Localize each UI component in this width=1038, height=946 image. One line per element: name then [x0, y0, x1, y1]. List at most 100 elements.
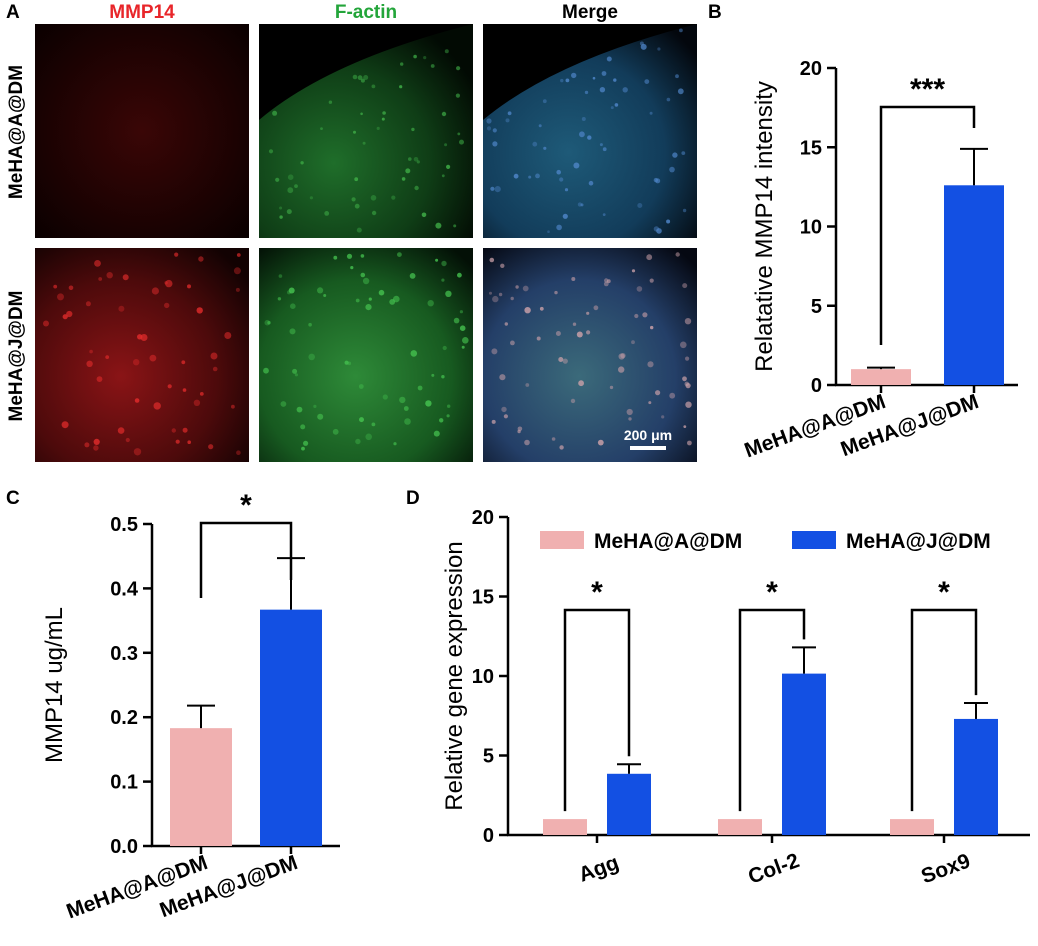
significance-bracket — [910, 608, 978, 812]
cell-dot — [490, 186, 495, 191]
cell-dot — [618, 353, 625, 360]
cell-dot — [333, 255, 338, 260]
cell-dot — [666, 219, 671, 224]
cell-dot — [360, 112, 363, 116]
cell-dot — [122, 274, 129, 281]
cell-dot — [187, 440, 191, 445]
cell-dot — [446, 164, 451, 169]
cell-dot — [554, 290, 558, 295]
y-axis-title: Relative gene expression — [441, 541, 468, 811]
cell-dot — [404, 418, 411, 425]
panel-a: A MMP14 F-actin Merge MeHA@A@DM MeHA@J@D… — [6, 2, 697, 462]
cell-dot — [376, 126, 380, 130]
cell-dot — [618, 366, 625, 373]
cell-dot — [313, 404, 317, 408]
cell-dot — [134, 398, 140, 403]
cell-dot — [403, 406, 409, 411]
cell-dot — [409, 273, 416, 279]
cell-dot — [164, 302, 170, 309]
bar — [954, 718, 998, 835]
significance-label: * — [766, 576, 778, 609]
cell-dot — [317, 413, 324, 420]
cell-dot — [649, 278, 654, 283]
y-tick-label: 0 — [811, 375, 822, 397]
cell-dot — [444, 143, 448, 147]
cell-dot — [382, 111, 386, 115]
significance-label: * — [938, 576, 950, 609]
cell-dot — [43, 320, 49, 327]
cell-dot — [414, 185, 419, 191]
cell-dot — [679, 28, 683, 33]
cell-dot — [309, 196, 313, 200]
cell-dot — [446, 414, 450, 418]
x-tick-label: Sox9 — [918, 850, 973, 889]
y-tick-label: 20 — [800, 58, 822, 80]
cell-dot — [350, 266, 354, 270]
significance-bracket — [738, 608, 806, 812]
cell-dot — [118, 305, 125, 312]
cell-dot — [564, 188, 569, 192]
cell-dot — [362, 141, 366, 145]
cell-dot — [620, 353, 626, 359]
cell-dot — [682, 208, 687, 213]
legend-label: MeHA@A@DM — [594, 530, 742, 553]
micrograph-factin-j — [259, 248, 473, 462]
cell-dot — [599, 143, 603, 147]
cell-dot — [140, 334, 148, 341]
cell-dot — [587, 135, 592, 140]
cell-dot — [332, 428, 339, 435]
cell-dot — [365, 433, 373, 441]
cell-dot — [610, 106, 614, 110]
cell-dot — [586, 311, 590, 315]
cell-dot — [636, 286, 643, 292]
cell-dot — [358, 384, 364, 389]
cell-dot — [401, 177, 406, 181]
cell-dot — [357, 75, 363, 81]
cell-dot — [680, 341, 687, 349]
cell-dot — [174, 252, 179, 257]
cell-dot — [296, 406, 303, 413]
cell-dot — [328, 100, 333, 104]
cell-dot — [193, 399, 201, 406]
cell-dot — [267, 321, 271, 325]
cell-dot — [606, 279, 611, 284]
significance-label: *** — [910, 73, 945, 106]
cell-dot — [655, 390, 661, 396]
bar — [782, 673, 826, 835]
cell-dot — [421, 212, 427, 218]
cell-dot — [413, 157, 419, 162]
cell-dot — [580, 203, 584, 207]
cell-dot — [435, 222, 442, 229]
cell-dot — [360, 254, 365, 258]
cell-dot — [137, 334, 143, 340]
cell-dot — [371, 210, 377, 216]
cell-dot — [455, 93, 460, 98]
cell-dot — [498, 292, 503, 297]
y-tick-label: 0.5 — [110, 514, 138, 536]
cell-dot — [456, 66, 461, 71]
cell-dot — [492, 295, 499, 303]
y-tick-label: 15 — [800, 137, 822, 159]
cell-dot — [631, 269, 636, 273]
cell-dot — [399, 396, 406, 404]
cell-dot — [381, 117, 385, 121]
cell-dot — [360, 78, 365, 83]
cell-dot — [613, 78, 617, 82]
cell-dot — [408, 157, 412, 161]
y-tick-label: 0.2 — [110, 707, 138, 729]
cell-dot — [439, 418, 444, 423]
cell-dot — [609, 385, 614, 390]
cell-dot — [462, 337, 469, 344]
cell-dot — [601, 71, 607, 76]
cell-dot — [344, 360, 349, 365]
cell-dot — [571, 72, 577, 79]
cell-dot — [603, 281, 609, 287]
cell-dot — [681, 151, 686, 156]
significance-bracket — [199, 521, 293, 598]
cell-dot — [359, 417, 364, 423]
cell-dot — [650, 325, 654, 330]
cell-dot — [571, 277, 576, 281]
cell-dot — [431, 373, 435, 377]
y-tick-label: 0 — [483, 825, 494, 847]
